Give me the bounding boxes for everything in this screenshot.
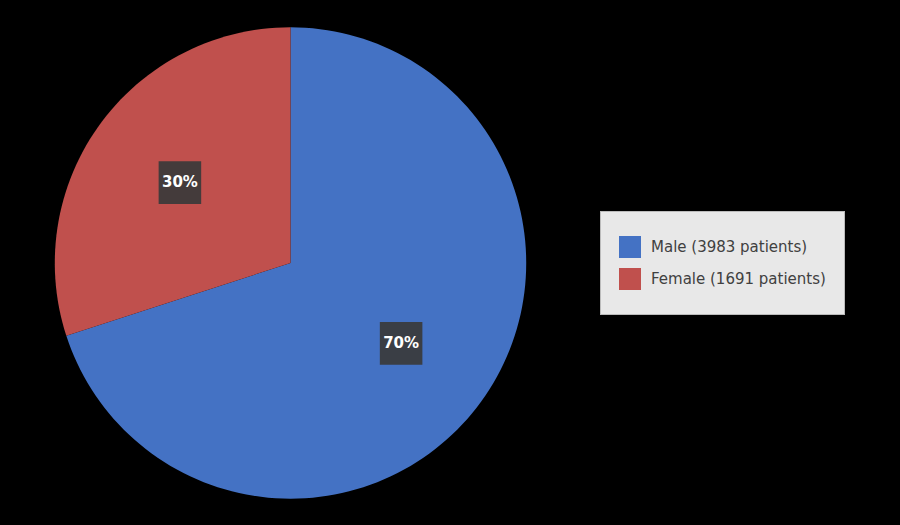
svg-text:30%: 30% (162, 173, 198, 191)
html-text:Female (1691 patients): Female (1691 patients) (651, 269, 826, 288)
html-text:Male (3983 patients): Male (3983 patients) (651, 237, 808, 256)
svg-text:70%: 70% (383, 334, 419, 352)
